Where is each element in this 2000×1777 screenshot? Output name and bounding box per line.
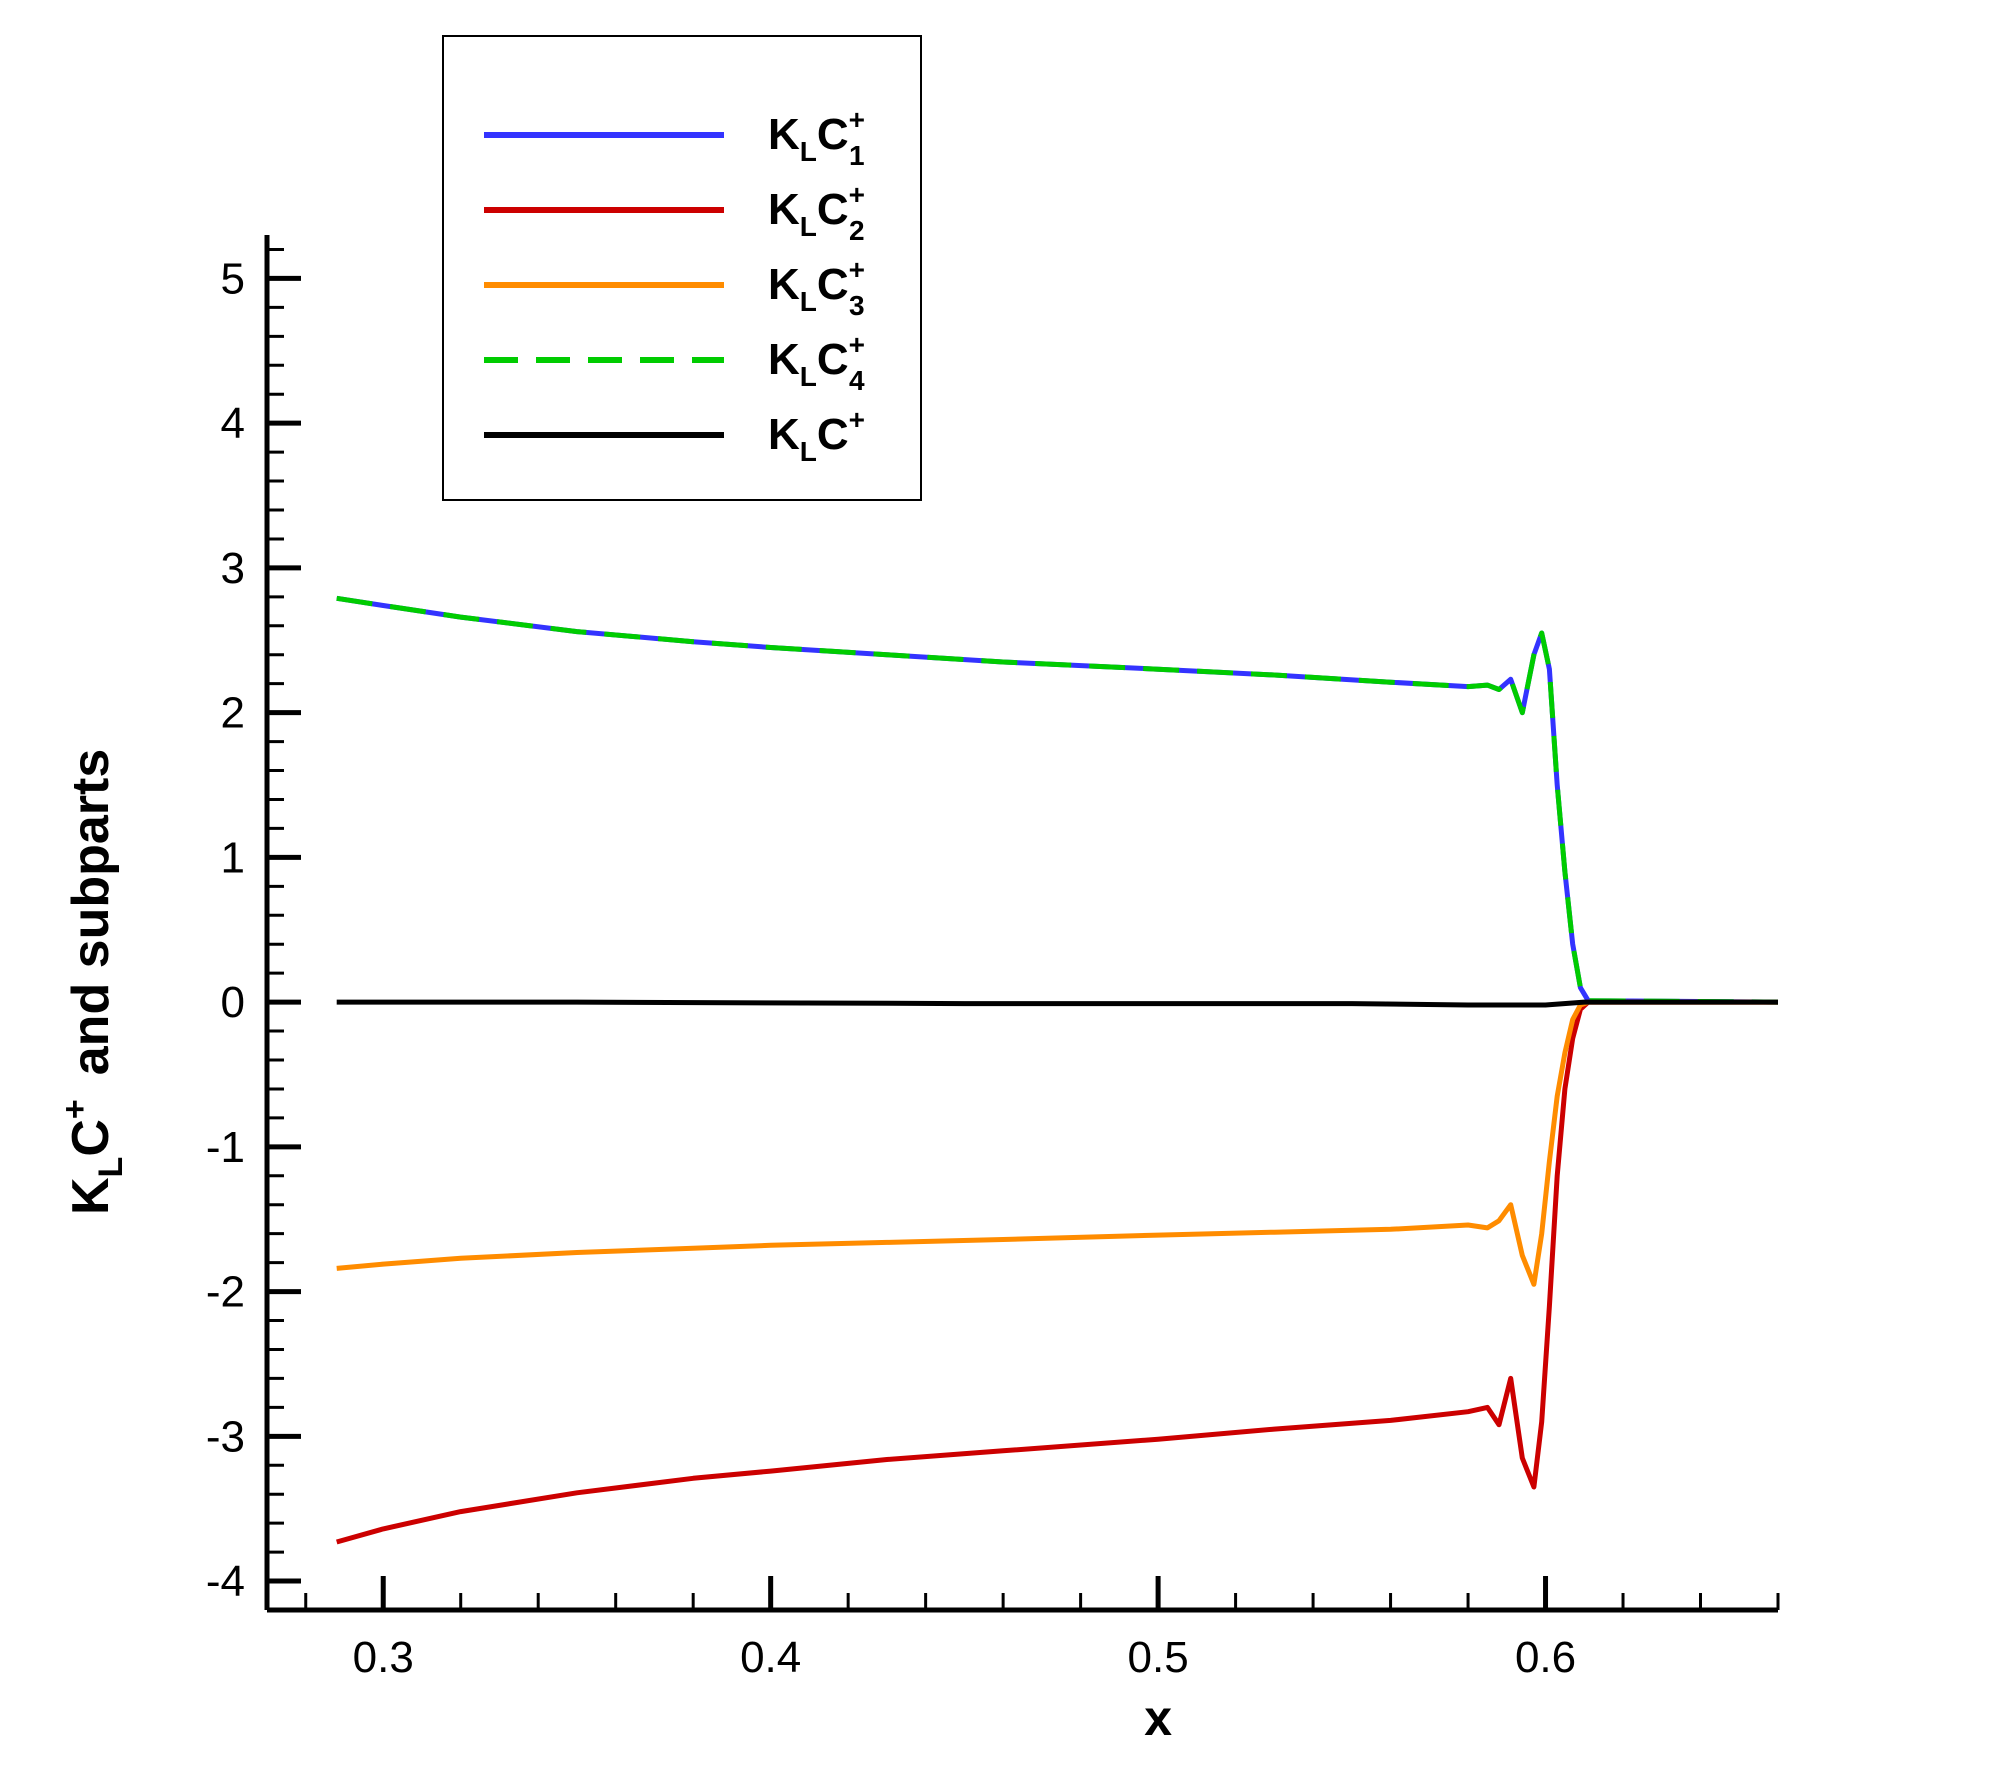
y-tick-label: -4 xyxy=(206,1557,245,1606)
y-tick-label: 2 xyxy=(221,689,245,738)
y-tick-label: 3 xyxy=(221,544,245,593)
x-tick-label: 0.6 xyxy=(1515,1633,1576,1682)
x-tick-label: 0.3 xyxy=(353,1633,414,1682)
y-tick-label: 0 xyxy=(221,978,245,1027)
legend-label-5: KLC+ xyxy=(768,404,865,467)
series-line-2 xyxy=(336,999,1778,1545)
y-axis-title: KLC+and subparts xyxy=(56,749,130,1215)
legend-label-1: KLC+ 1 xyxy=(768,104,865,171)
legend-box xyxy=(442,35,922,501)
y-tick-label: 5 xyxy=(221,254,245,303)
y-tick-label: -1 xyxy=(206,1123,245,1172)
y-tick-label: 4 xyxy=(221,399,245,448)
legend-label-2: KLC+ 2 xyxy=(768,179,865,246)
series-line-4 xyxy=(336,595,1779,1005)
x-tick-label: 0.5 xyxy=(1128,1633,1189,1682)
series-line-3 xyxy=(336,999,1778,1287)
legend-label-3: KLC+ 3 xyxy=(768,254,865,321)
y-tick-label: 1 xyxy=(221,833,245,882)
legend-label-4: KLC+ 4 xyxy=(768,329,865,396)
axes: 0.3 0.4 0.5 0.6 -4 -3 -2 -1 0 1 2 3 4 5 xyxy=(206,235,1780,1682)
y-tick-label: -2 xyxy=(206,1268,245,1317)
x-axis-title: x xyxy=(1144,1690,1172,1746)
plot-area xyxy=(336,595,1779,1545)
axis-titles: x KLC+and subparts xyxy=(56,749,1172,1746)
legend: KLC+ 1 KLC+ 2 KLC+ 3 KLC+ 4 KLC+ xyxy=(442,35,922,501)
y-tick-label: -3 xyxy=(206,1412,245,1461)
series-line-5 xyxy=(336,999,1778,1008)
x-tick-label: 0.4 xyxy=(740,1633,801,1682)
